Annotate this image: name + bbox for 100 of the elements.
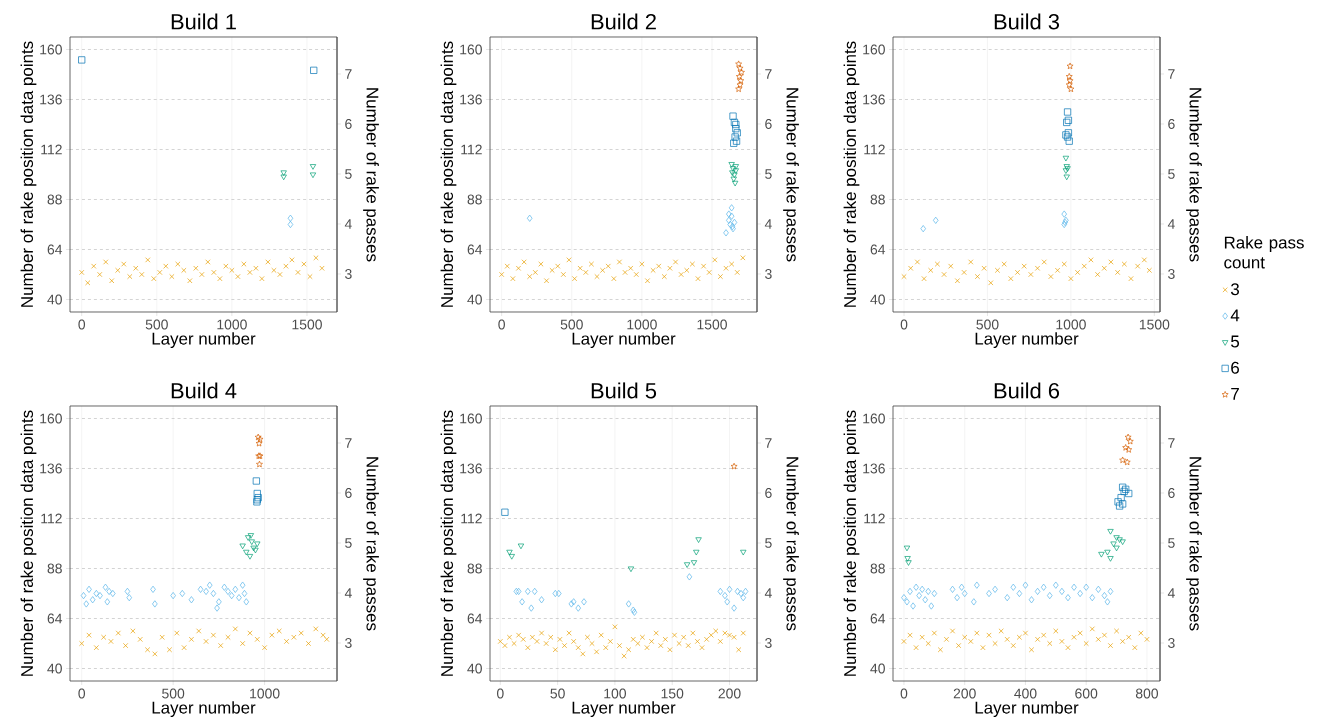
point xyxy=(1125,489,1133,498)
point xyxy=(941,271,947,278)
point xyxy=(717,587,724,595)
y2-tick-label: 5 xyxy=(765,538,772,548)
point xyxy=(246,554,254,560)
y2-tick-label: 3 xyxy=(765,638,772,648)
point xyxy=(1040,583,1047,591)
point xyxy=(239,543,246,550)
point xyxy=(730,176,737,183)
point xyxy=(971,598,977,606)
point xyxy=(527,273,533,280)
y-tick-label: 64 xyxy=(467,244,483,255)
point xyxy=(729,261,735,267)
x-tick-label: 1500 xyxy=(1139,319,1170,330)
x-tick-label: 200 xyxy=(718,688,741,699)
y2-axis-title: Number of rake passes xyxy=(1186,88,1202,262)
point xyxy=(241,261,247,267)
point xyxy=(252,477,260,485)
point xyxy=(1115,269,1121,276)
point xyxy=(283,263,289,269)
point xyxy=(254,541,261,548)
point xyxy=(943,636,950,642)
point xyxy=(1065,645,1071,651)
point xyxy=(240,640,246,647)
point xyxy=(916,592,922,600)
y-tick-label: 88 xyxy=(870,563,885,574)
point xyxy=(243,598,250,606)
x-axis-title: Layer number xyxy=(152,701,256,718)
point xyxy=(729,166,737,172)
point xyxy=(1014,269,1021,276)
point xyxy=(690,560,698,566)
legend-title: Rake pass count xyxy=(1224,236,1304,269)
point xyxy=(549,267,555,273)
point xyxy=(1094,271,1101,278)
y2-tick-label: 4 xyxy=(344,219,352,229)
chart-title: Build 4 xyxy=(171,382,237,399)
point xyxy=(571,638,577,645)
point xyxy=(644,278,651,284)
x-tick-label: 600 xyxy=(1075,688,1098,699)
point xyxy=(1064,108,1072,116)
point xyxy=(734,269,740,276)
point xyxy=(1101,592,1108,600)
point xyxy=(717,273,724,280)
y2-axis-title: Number of rake passes xyxy=(1186,457,1202,631)
point xyxy=(232,585,239,593)
point xyxy=(1089,626,1095,632)
y-tick-label: 136 xyxy=(40,94,62,105)
point xyxy=(730,139,738,147)
point xyxy=(994,267,1001,273)
point xyxy=(712,257,718,263)
x-tick-label: 1000 xyxy=(627,319,657,330)
point xyxy=(625,600,632,608)
point xyxy=(1122,444,1130,451)
y-tick-label: 112 xyxy=(461,513,482,524)
x-tick-label: 500 xyxy=(145,319,168,330)
y2-tick-label: 5 xyxy=(765,169,772,179)
point xyxy=(925,640,931,647)
point xyxy=(517,543,525,550)
point xyxy=(724,598,730,606)
point xyxy=(287,220,294,229)
point xyxy=(736,64,744,72)
y-tick-label: 88 xyxy=(870,194,885,205)
point xyxy=(678,271,684,278)
point xyxy=(552,647,558,653)
point xyxy=(253,265,259,271)
point xyxy=(992,585,998,593)
y2-tick-label: 7 xyxy=(765,438,772,448)
x-tick-label: 500 xyxy=(560,319,583,330)
point xyxy=(269,632,275,638)
point xyxy=(520,636,526,642)
point xyxy=(919,634,925,640)
point xyxy=(130,628,136,634)
point xyxy=(611,276,617,282)
y-tick-label: 64 xyxy=(47,613,63,624)
point xyxy=(97,271,103,278)
point xyxy=(276,628,282,634)
y2-tick-label: 5 xyxy=(1168,169,1175,179)
point xyxy=(89,596,96,604)
point xyxy=(920,225,926,233)
point xyxy=(133,265,139,271)
point xyxy=(1001,261,1007,267)
point xyxy=(1126,437,1134,445)
point xyxy=(961,589,968,598)
point xyxy=(732,120,740,129)
point xyxy=(519,598,525,606)
point xyxy=(502,642,508,649)
point xyxy=(662,636,668,642)
point xyxy=(723,229,729,237)
y-tick-label: 160 xyxy=(863,44,885,55)
y2-tick-label: 7 xyxy=(345,69,352,79)
point xyxy=(731,218,738,226)
y-tick-label: 112 xyxy=(41,144,62,155)
point xyxy=(1107,529,1114,535)
point xyxy=(1041,632,1047,638)
y-tick-label: 136 xyxy=(460,94,482,105)
x-tick-label: 400 xyxy=(1014,688,1037,699)
y2-axis-title: Number of rake passes xyxy=(363,457,379,631)
point xyxy=(937,647,944,653)
point xyxy=(280,174,287,181)
point xyxy=(1141,257,1147,263)
